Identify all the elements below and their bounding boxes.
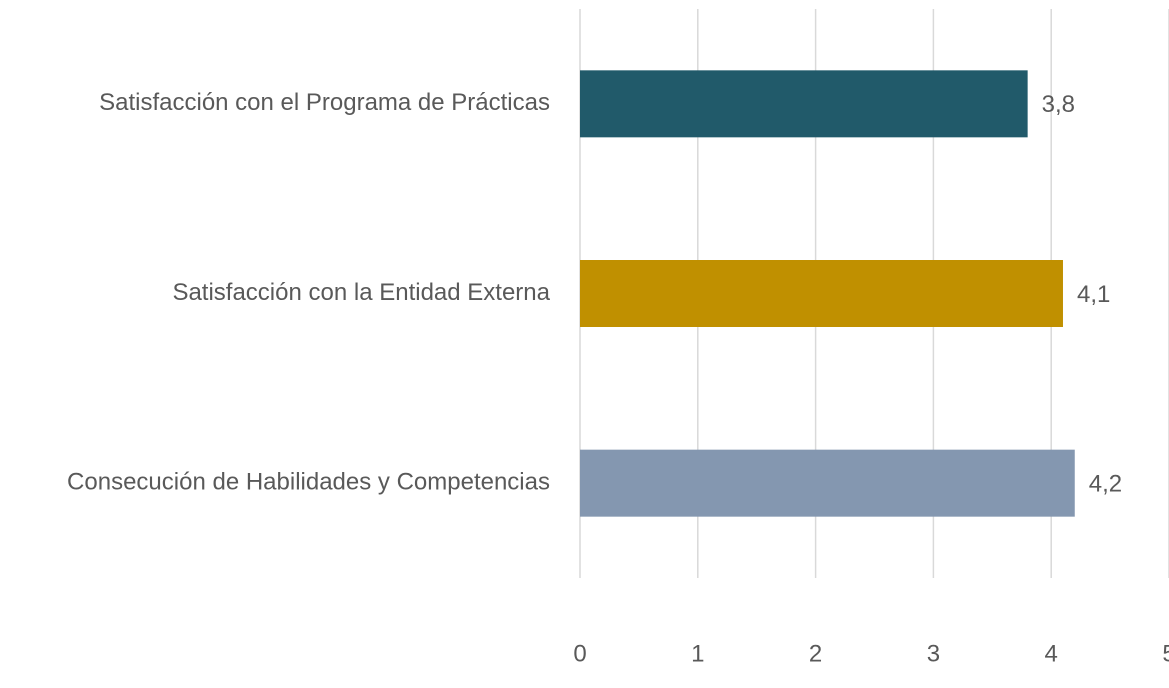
x-tick-label: 4: [1045, 640, 1058, 667]
data-label: 4,1: [1077, 281, 1110, 308]
data-label: 3,8: [1042, 91, 1075, 118]
bar: [580, 449, 1075, 517]
x-tick-label: 1: [691, 640, 704, 667]
x-tick-label: 5: [1162, 640, 1169, 667]
data-label: 4,2: [1089, 471, 1122, 498]
y-tick-label: Consecución de Habilidades y Competencia…: [67, 469, 550, 496]
x-tick-label: 3: [927, 640, 940, 667]
bar: [580, 70, 1028, 138]
x-tick-label: 0: [573, 640, 586, 667]
bar: [580, 260, 1063, 327]
y-tick-label: Satisfacción con la Entidad Externa: [172, 279, 550, 306]
y-tick-label: Satisfacción con el Programa de Práctica…: [99, 89, 550, 116]
x-tick-label: 2: [809, 640, 822, 667]
